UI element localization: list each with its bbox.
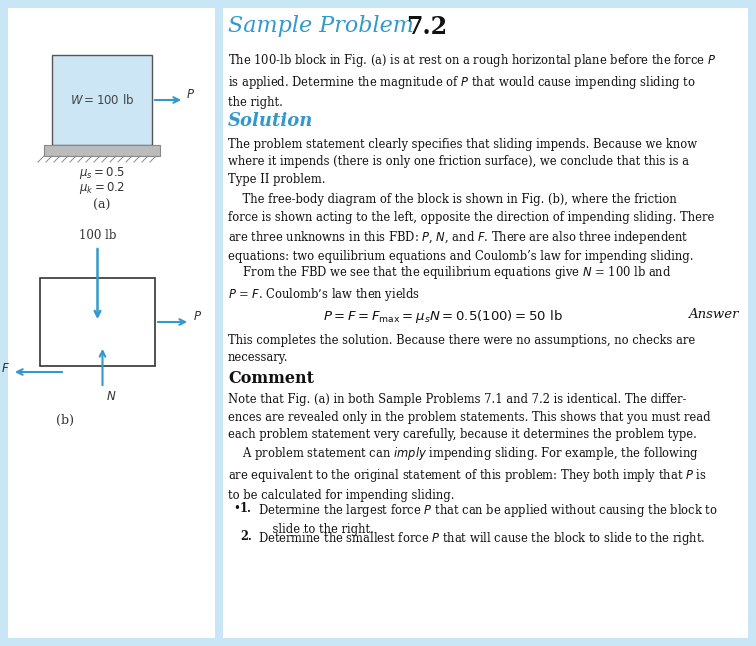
Bar <box>44 145 160 156</box>
Text: $F$: $F$ <box>1 362 10 375</box>
Text: Sample Problem: Sample Problem <box>228 15 414 37</box>
Text: Answer: Answer <box>688 308 739 321</box>
Bar <box>52 55 152 145</box>
Text: $P = F = F_{\mathrm{max}} = \mu_s N = 0.5(100) = 50\ \mathrm{lb}$: $P = F = F_{\mathrm{max}} = \mu_s N = 0.… <box>323 308 563 325</box>
Text: Note that Fig. (a) in both Sample Problems 7.1 and 7.2 is identical. The differ-: Note that Fig. (a) in both Sample Proble… <box>228 393 711 441</box>
Bar <box>8 8 215 638</box>
Text: $P$: $P$ <box>186 89 195 101</box>
Text: 100 lb: 100 lb <box>79 229 116 242</box>
Text: The 100-lb block in Fig. (a) is at rest on a rough horizontal plane before the f: The 100-lb block in Fig. (a) is at rest … <box>228 52 716 109</box>
Text: Comment: Comment <box>228 370 314 387</box>
Text: •: • <box>233 502 240 515</box>
Text: 1.: 1. <box>240 502 252 515</box>
Text: $W = 100\ \mathrm{lb}$: $W = 100\ \mathrm{lb}$ <box>70 93 135 107</box>
Text: The problem statement clearly specifies that sliding impends. Because we know
wh: The problem statement clearly specifies … <box>228 138 697 186</box>
Text: (b): (b) <box>56 414 74 427</box>
Text: A problem statement can $\mathit{imply}$ impending sliding. For example, the fol: A problem statement can $\mathit{imply}$… <box>228 445 707 502</box>
Text: 7.2: 7.2 <box>406 15 447 39</box>
Bar <box>223 8 748 638</box>
Text: $\mu_k = 0.2$: $\mu_k = 0.2$ <box>79 180 125 196</box>
Text: Solution: Solution <box>228 112 314 130</box>
Text: From the FBD we see that the equilibrium equations give $N$ = 100 lb and
$P$ = $: From the FBD we see that the equilibrium… <box>228 264 671 304</box>
Text: $N$: $N$ <box>107 390 117 403</box>
Bar <box>40 278 155 366</box>
Text: (a): (a) <box>93 199 110 212</box>
Text: 2.: 2. <box>240 530 252 543</box>
Text: $\mu_s = 0.5$: $\mu_s = 0.5$ <box>79 165 125 181</box>
Text: Determine the smallest force $P$ that will cause the block to slide to the right: Determine the smallest force $P$ that wi… <box>258 530 705 547</box>
Text: $P$: $P$ <box>193 311 202 324</box>
Text: This completes the solution. Because there were no assumptions, no checks are
ne: This completes the solution. Because the… <box>228 334 696 364</box>
Text: Determine the largest force $P$ that can be applied without causing the block to: Determine the largest force $P$ that can… <box>258 502 718 536</box>
Text: The free-body diagram of the block is shown in Fig. (b), where the friction
forc: The free-body diagram of the block is sh… <box>228 193 714 264</box>
